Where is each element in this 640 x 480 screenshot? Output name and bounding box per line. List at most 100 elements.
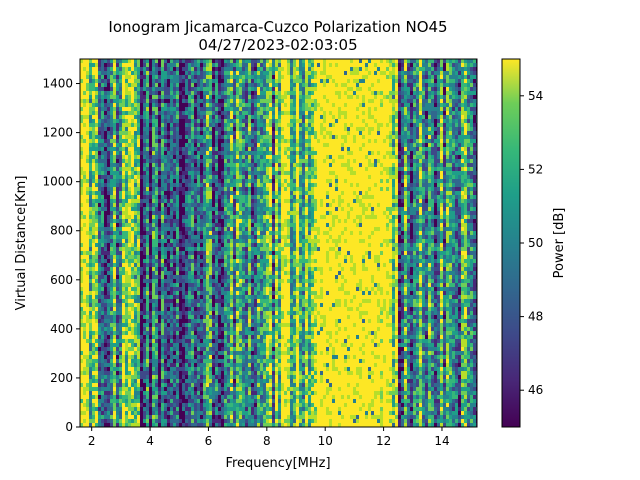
heatmap-cell	[233, 307, 236, 311]
heatmap-cell	[155, 255, 158, 259]
heatmap-cell	[149, 403, 152, 407]
heatmap-cell	[179, 135, 182, 139]
heatmap-cell	[152, 107, 155, 111]
heatmap-cell	[113, 367, 116, 371]
heatmap-cell	[227, 371, 230, 375]
heatmap-cell	[98, 183, 101, 187]
heatmap-cell	[218, 411, 221, 415]
heatmap-cell	[200, 263, 203, 267]
heatmap-cell	[203, 155, 206, 159]
heatmap-cell	[161, 267, 164, 271]
heatmap-cell	[188, 203, 191, 207]
heatmap-cell	[152, 111, 155, 115]
heatmap-cell	[215, 135, 218, 139]
heatmap-cell	[113, 391, 116, 395]
heatmap-cell	[164, 335, 167, 339]
heatmap-cell	[158, 147, 161, 151]
heatmap-cell	[182, 95, 185, 99]
heatmap-cell	[95, 231, 98, 235]
heatmap-cell	[158, 343, 161, 347]
heatmap-cell	[92, 419, 95, 423]
heatmap-cell	[146, 295, 149, 299]
heatmap-cell	[224, 211, 227, 215]
heatmap-cell	[86, 259, 89, 263]
heatmap-cell	[149, 339, 152, 343]
heatmap-cell	[188, 299, 191, 303]
heatmap-cell	[134, 407, 137, 411]
heatmap-cell	[215, 315, 218, 319]
heatmap-cell	[152, 119, 155, 123]
heatmap-cell	[152, 235, 155, 239]
heatmap-cell	[191, 151, 194, 155]
heatmap-cell	[155, 155, 158, 159]
heatmap-cell	[233, 123, 236, 127]
heatmap-cell	[95, 175, 98, 179]
heatmap-cell	[188, 351, 191, 355]
heatmap-cell	[215, 191, 218, 195]
heatmap-cell	[206, 115, 209, 119]
heatmap-cell	[146, 359, 149, 363]
heatmap-cell	[185, 231, 188, 235]
heatmap-cell	[89, 363, 92, 367]
heatmap-cell	[110, 327, 113, 331]
heatmap-cell	[221, 415, 224, 419]
heatmap-cell	[134, 335, 137, 339]
heatmap-cell	[89, 303, 92, 307]
heatmap-cell	[161, 179, 164, 183]
heatmap-cell	[167, 375, 170, 379]
heatmap-cell	[95, 227, 98, 231]
heatmap-cell	[179, 63, 182, 67]
heatmap-cell	[197, 163, 200, 167]
heatmap-cell	[143, 223, 146, 227]
heatmap-cell	[164, 415, 167, 419]
heatmap-cell	[143, 79, 146, 83]
heatmap-cell	[227, 403, 230, 407]
heatmap-cell	[233, 339, 236, 343]
heatmap-cell	[80, 303, 83, 307]
heatmap-cell	[203, 407, 206, 411]
heatmap-cell	[149, 315, 152, 319]
heatmap-cell	[83, 271, 86, 275]
heatmap-cell	[218, 307, 221, 311]
heatmap-cell	[152, 167, 155, 171]
heatmap-cell	[221, 291, 224, 295]
heatmap-cell	[146, 263, 149, 267]
heatmap-cell	[191, 179, 194, 183]
heatmap-cell	[92, 271, 95, 275]
heatmap-cell	[182, 403, 185, 407]
heatmap-cell	[167, 203, 170, 207]
heatmap-cell	[167, 423, 170, 427]
heatmap-cell	[212, 107, 215, 111]
heatmap-cell	[98, 75, 101, 79]
heatmap-cell	[134, 131, 137, 135]
heatmap-cell	[179, 351, 182, 355]
heatmap-cell	[149, 395, 152, 399]
heatmap-cell	[86, 111, 89, 115]
heatmap-cell	[110, 111, 113, 115]
heatmap-cell	[164, 395, 167, 399]
heatmap-cell	[164, 283, 167, 287]
heatmap-cell	[89, 339, 92, 343]
heatmap-cell	[182, 187, 185, 191]
heatmap-cell	[218, 335, 221, 339]
heatmap-cell	[230, 335, 233, 339]
heatmap-cell	[224, 187, 227, 191]
heatmap-cell	[128, 159, 131, 163]
heatmap-cell	[209, 279, 212, 283]
heatmap-cell	[164, 311, 167, 315]
heatmap-cell	[212, 303, 215, 307]
heatmap-cell	[236, 299, 239, 303]
heatmap-cell	[146, 283, 149, 287]
heatmap-cell	[227, 131, 230, 135]
heatmap-cell	[194, 87, 197, 91]
heatmap-cell	[161, 175, 164, 179]
heatmap-cell	[92, 367, 95, 371]
heatmap-cell	[98, 167, 101, 171]
heatmap-cell	[149, 195, 152, 199]
heatmap-cell	[128, 187, 131, 191]
heatmap-cell	[143, 207, 146, 211]
heatmap-cell	[146, 267, 149, 271]
heatmap-cell	[122, 147, 125, 151]
heatmap-cell	[122, 163, 125, 167]
heatmap-cell	[194, 403, 197, 407]
